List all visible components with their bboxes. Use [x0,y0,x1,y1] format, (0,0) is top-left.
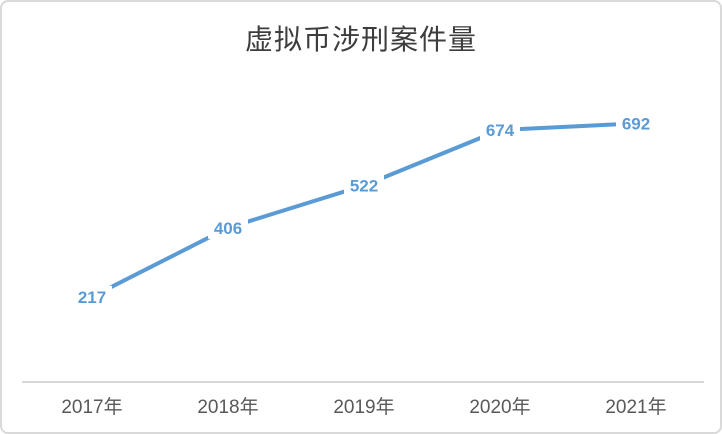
data-label-bg [480,118,520,141]
data-label: 406 [214,219,242,238]
data-label: 692 [622,114,650,133]
data-label-bg [72,285,112,308]
x-axis-label: 2017年 [61,396,122,418]
x-axis-label: 2020年 [469,396,530,418]
data-label-bg [344,174,384,197]
x-axis-label: 2018年 [197,396,258,418]
x-axis-label: 2019年 [333,396,394,418]
data-label-bg [208,216,248,239]
data-label: 217 [78,288,106,307]
x-axis-label: 2021年 [605,396,666,418]
data-label: 674 [486,121,515,140]
series-line [90,121,638,299]
data-label-bg [616,112,656,135]
data-label: 522 [350,176,378,195]
